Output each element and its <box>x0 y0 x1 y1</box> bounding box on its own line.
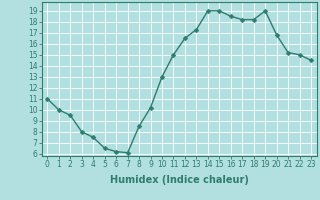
X-axis label: Humidex (Indice chaleur): Humidex (Indice chaleur) <box>110 175 249 185</box>
